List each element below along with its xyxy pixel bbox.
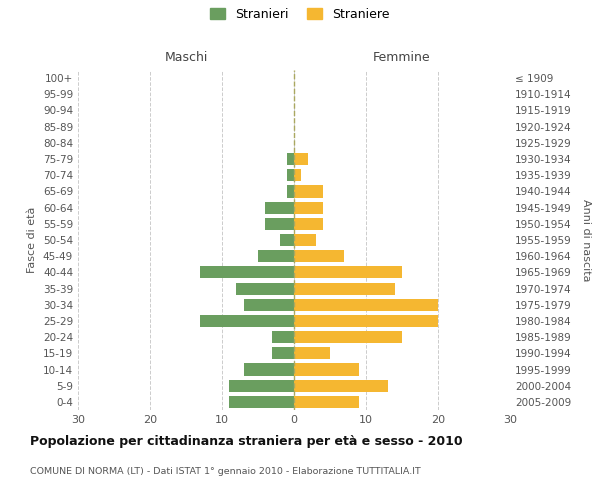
Y-axis label: Anni di nascita: Anni di nascita (581, 198, 591, 281)
Legend: Stranieri, Straniere: Stranieri, Straniere (205, 2, 395, 26)
Bar (265, 202, 294, 213)
Bar (294, 186, 323, 198)
Bar (294, 380, 388, 392)
Bar (287, 169, 294, 181)
Bar (294, 153, 308, 165)
Bar (236, 282, 294, 294)
Bar (287, 186, 294, 198)
Bar (294, 218, 323, 230)
Bar (280, 234, 294, 246)
Bar (265, 218, 294, 230)
Bar (272, 331, 294, 343)
Bar (229, 396, 294, 408)
Bar (294, 364, 359, 376)
Bar (244, 298, 294, 311)
Bar (294, 266, 402, 278)
Bar (294, 202, 323, 213)
Bar (294, 396, 359, 408)
Bar (258, 250, 294, 262)
Bar (272, 348, 294, 360)
Bar (294, 250, 344, 262)
Bar (294, 234, 316, 246)
Bar (294, 298, 438, 311)
Text: COMUNE DI NORMA (LT) - Dati ISTAT 1° gennaio 2010 - Elaborazione TUTTITALIA.IT: COMUNE DI NORMA (LT) - Dati ISTAT 1° gen… (30, 468, 421, 476)
Text: Maschi: Maschi (164, 50, 208, 64)
Bar (200, 315, 294, 327)
Text: Popolazione per cittadinanza straniera per età e sesso - 2010: Popolazione per cittadinanza straniera p… (30, 435, 463, 448)
Bar (294, 282, 395, 294)
Text: Femmine: Femmine (373, 50, 431, 64)
Bar (287, 153, 294, 165)
Bar (294, 348, 330, 360)
Bar (294, 169, 301, 181)
Bar (229, 380, 294, 392)
Bar (244, 364, 294, 376)
Bar (200, 266, 294, 278)
Y-axis label: Fasce di età: Fasce di età (28, 207, 37, 273)
Bar (294, 315, 438, 327)
Bar (294, 331, 402, 343)
